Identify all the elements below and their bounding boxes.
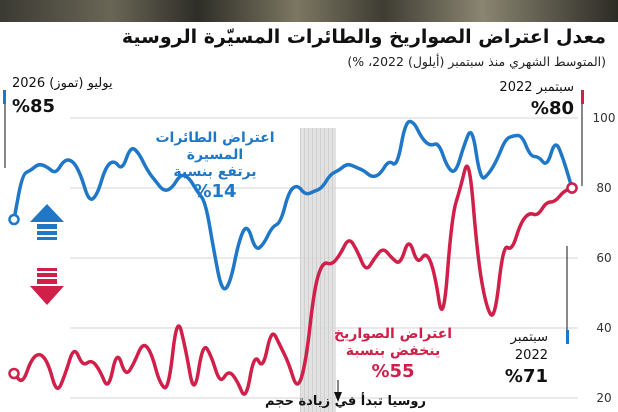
missiles-start-marker: [566, 182, 578, 194]
gridlines: [70, 117, 578, 399]
arrow-up-icon: [30, 204, 64, 240]
drones-end-marker: [8, 213, 20, 226]
bottom-note: روسيا تبدأ في زيادة حجم: [265, 394, 426, 409]
y-tick-80: 80: [596, 181, 611, 195]
right-label-connector: [581, 90, 584, 186]
drone-interception-line: [12, 119, 574, 291]
drone-annotation-line3: يرتفع بنسبة: [173, 164, 257, 180]
drone-annotation-value: %14: [193, 181, 237, 202]
missiles-end-marker: [8, 367, 20, 380]
y-tick-labels: 20 40 60 80 100: [593, 111, 616, 405]
arrow-down-icon: [30, 268, 64, 305]
drone-annotation-line1: اعتراض الطائرات: [155, 130, 275, 146]
bottom-note-connector: [334, 380, 342, 402]
missile-interception-line: [12, 164, 574, 396]
drone-annotation-line2: المسيرة: [186, 147, 244, 163]
missile-annotation-line1: اعتراض الصواريخ: [333, 326, 453, 342]
right-value-label: %80: [530, 98, 574, 119]
red-right-connector: [566, 246, 569, 344]
missile-right-value: %71: [504, 366, 548, 387]
missile-right-date-line1: سبتمبر: [510, 330, 548, 345]
y-tick-40: 40: [596, 321, 611, 335]
drone-annotation: اعتراض الطائرات المسيرة يرتفع بنسبة %14: [150, 130, 280, 203]
y-tick-20: 20: [596, 391, 611, 405]
left-value-label: %85: [12, 96, 56, 117]
missile-annotation: اعتراض الصواريخ ينخفض بنسبة %55: [318, 326, 468, 384]
y-tick-60: 60: [596, 251, 611, 265]
missile-right-date-line2: 2022: [514, 348, 548, 363]
left-label-connector: [3, 90, 6, 168]
left-date-label: يوليو (تموز) 2026: [12, 76, 113, 91]
missile-annotation-value: %55: [371, 361, 415, 382]
missile-annotation-line2: ينخفض بنسبة: [345, 343, 441, 359]
right-date-label: سبتمبر 2022: [499, 80, 574, 95]
chart-title: معدل اعتراض الصواريخ والطائرات المسيّرة …: [121, 26, 606, 48]
chart-subtitle: (المتوسط الشهري منذ سبتمبر (أيلول) 2022،…: [347, 54, 606, 69]
header-photo-strip: [0, 0, 618, 22]
y-tick-100: 100: [593, 111, 616, 125]
